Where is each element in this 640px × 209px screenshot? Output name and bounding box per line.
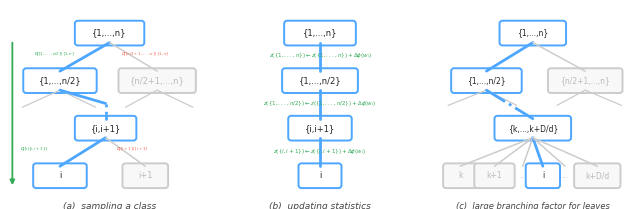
Text: i: i <box>319 171 321 180</box>
Text: $z(\{1,...,n\})\leftarrow z(\{1,...,n\})+\Delta\phi(w_i)$: $z(\{1,...,n\})\leftarrow z(\{1,...,n\})… <box>269 51 371 60</box>
FancyBboxPatch shape <box>23 68 97 93</box>
Text: $q_{\{1,...,n/2\}|\{1,n\}}$: $q_{\{1,...,n/2\}|\{1,n\}}$ <box>34 50 76 58</box>
Text: {1,...,n}: {1,...,n} <box>517 29 548 38</box>
FancyBboxPatch shape <box>525 163 560 188</box>
FancyBboxPatch shape <box>33 163 87 188</box>
Text: ...: ... <box>519 171 526 180</box>
Text: $z(\{1,...,n/2\})\leftarrow z(\{1,...,n/2\})+\Delta\phi(w_i)$: $z(\{1,...,n/2\})\leftarrow z(\{1,...,n/… <box>264 99 376 108</box>
Text: {1,...,n/2}: {1,...,n/2} <box>467 76 506 85</box>
FancyBboxPatch shape <box>122 163 168 188</box>
Text: {1,...,n/2}: {1,...,n/2} <box>299 76 341 85</box>
Text: k: k <box>458 171 463 180</box>
Text: i: i <box>59 171 61 180</box>
FancyBboxPatch shape <box>288 116 352 140</box>
Text: k+D/d: k+D/d <box>585 171 609 180</box>
Text: $q_{\{n/2+1,...,n\}|\{1,n\}}$: $q_{\{n/2+1,...,n\}|\{1,n\}}$ <box>122 50 170 58</box>
Text: i+1: i+1 <box>138 171 152 180</box>
Text: (b)  updating statistics: (b) updating statistics <box>269 202 371 209</box>
Text: ...: ... <box>561 171 568 180</box>
FancyBboxPatch shape <box>75 21 144 45</box>
Text: $q_{\{i|\{i,i+1\}\}}$: $q_{\{i|\{i,i+1\}\}}$ <box>20 145 49 153</box>
FancyBboxPatch shape <box>495 116 571 140</box>
Text: {1,...,n}: {1,...,n} <box>303 29 337 38</box>
FancyBboxPatch shape <box>474 163 515 188</box>
FancyBboxPatch shape <box>75 116 136 140</box>
FancyBboxPatch shape <box>451 68 522 93</box>
FancyBboxPatch shape <box>443 163 477 188</box>
FancyBboxPatch shape <box>118 68 196 93</box>
Text: $z(\{i,i+1\})\leftarrow z(\{i,i+1\})+\Delta\phi(w_i)$: $z(\{i,i+1\})\leftarrow z(\{i,i+1\})+\De… <box>273 147 367 155</box>
Text: $q_{\{i+1\}|\{i+1\}}$: $q_{\{i+1\}|\{i+1\}}$ <box>116 145 148 153</box>
FancyBboxPatch shape <box>500 21 566 45</box>
FancyBboxPatch shape <box>574 163 621 188</box>
Text: {1,...,n/2}: {1,...,n/2} <box>38 76 81 85</box>
Text: {1,...,n}: {1,...,n} <box>92 29 127 38</box>
Text: {n/2+1,...,n}: {n/2+1,...,n} <box>560 76 610 85</box>
FancyBboxPatch shape <box>284 21 356 45</box>
Text: {i,i+1}: {i,i+1} <box>90 124 121 133</box>
Text: {n/2+1,...,n}: {n/2+1,...,n} <box>130 76 184 85</box>
FancyBboxPatch shape <box>282 68 358 93</box>
Text: i: i <box>541 171 544 180</box>
Text: (c)  large branching factor for leaves: (c) large branching factor for leaves <box>456 202 610 209</box>
Text: (a)  sampling a class: (a) sampling a class <box>63 202 156 209</box>
Text: {k,...,k+D/d}: {k,...,k+D/d} <box>508 124 558 133</box>
FancyBboxPatch shape <box>298 163 342 188</box>
Text: k+1: k+1 <box>486 171 502 180</box>
FancyBboxPatch shape <box>548 68 623 93</box>
Text: {i,i+1}: {i,i+1} <box>305 124 335 133</box>
